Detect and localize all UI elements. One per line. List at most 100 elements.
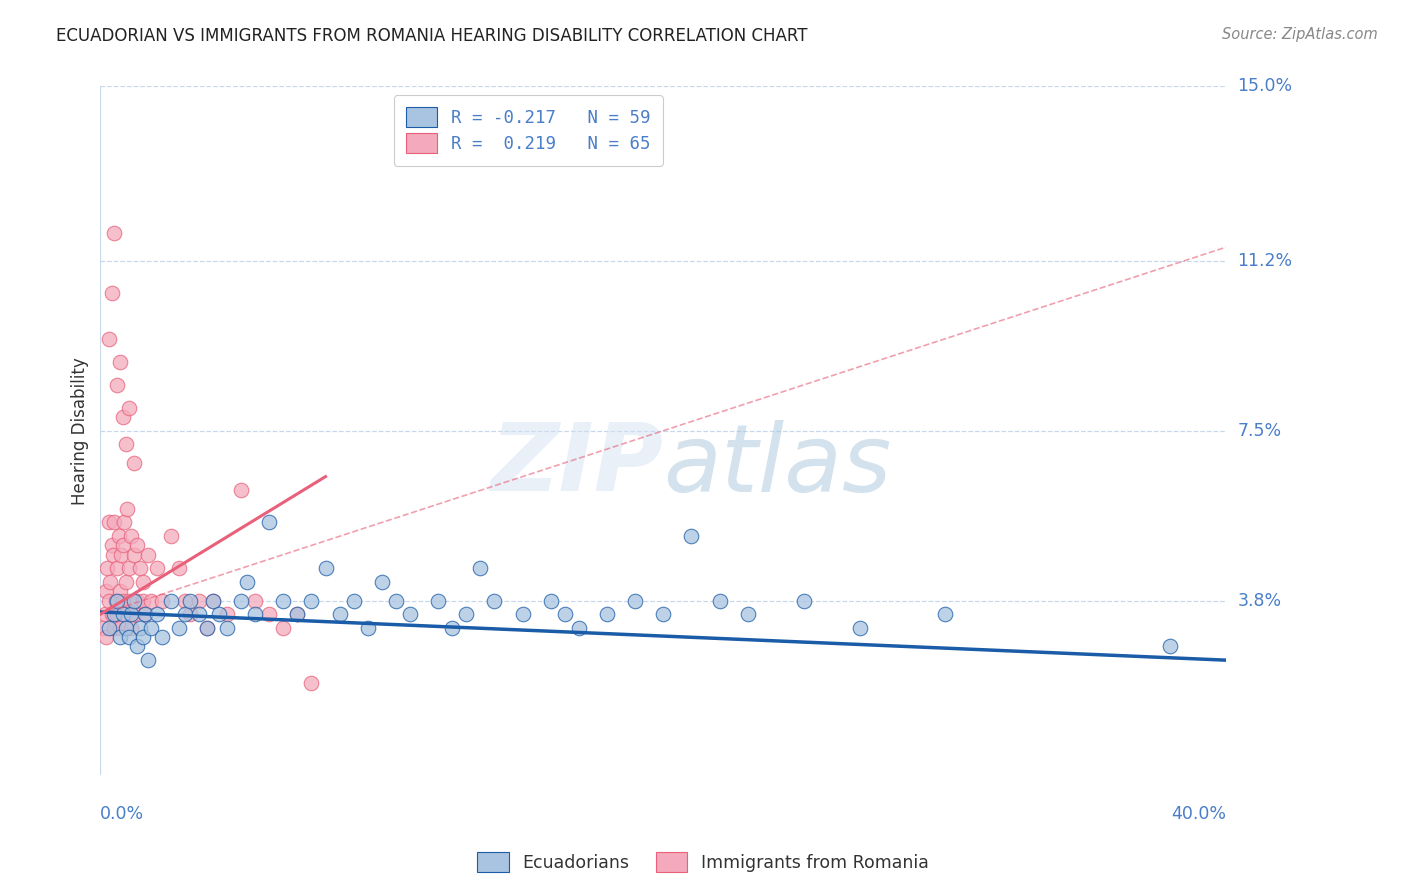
- Point: [128, 561, 150, 575]
- Point: [427, 593, 450, 607]
- Point: [94, 584, 117, 599]
- Point: [179, 607, 201, 622]
- Point: [120, 529, 142, 543]
- Point: [159, 593, 181, 607]
- Point: [195, 621, 218, 635]
- Point: [103, 227, 125, 241]
- Point: [315, 561, 337, 575]
- Point: [470, 561, 492, 575]
- Point: [849, 621, 872, 635]
- Text: ECUADORIAN VS IMMIGRANTS FROM ROMANIA HEARING DISABILITY CORRELATION CHART: ECUADORIAN VS IMMIGRANTS FROM ROMANIA HE…: [56, 27, 807, 45]
- Point: [195, 621, 218, 635]
- Point: [103, 621, 125, 635]
- Point: [114, 607, 136, 622]
- Point: [287, 607, 309, 622]
- Point: [131, 593, 153, 607]
- Point: [371, 575, 394, 590]
- Point: [201, 593, 224, 607]
- Point: [167, 621, 190, 635]
- Point: [120, 607, 142, 622]
- Point: [114, 621, 136, 635]
- Point: [136, 548, 159, 562]
- Point: [110, 548, 132, 562]
- Point: [98, 575, 121, 590]
- Point: [207, 607, 229, 622]
- Point: [122, 607, 145, 622]
- Text: 0.0%: 0.0%: [100, 805, 145, 823]
- Point: [111, 607, 134, 622]
- Y-axis label: Hearing Disability: Hearing Disability: [72, 357, 89, 505]
- Point: [329, 607, 352, 622]
- Point: [114, 437, 136, 451]
- Point: [105, 607, 128, 622]
- Point: [235, 575, 257, 590]
- Point: [287, 607, 309, 622]
- Point: [139, 621, 162, 635]
- Point: [173, 607, 195, 622]
- Point: [125, 538, 148, 552]
- Point: [120, 621, 142, 635]
- Point: [150, 630, 173, 644]
- Point: [111, 593, 134, 607]
- Point: [100, 607, 122, 622]
- Point: [103, 516, 125, 530]
- Point: [624, 593, 647, 607]
- Point: [122, 456, 145, 470]
- Point: [117, 561, 139, 575]
- Point: [737, 607, 759, 622]
- Point: [100, 538, 122, 552]
- Point: [934, 607, 956, 622]
- Point: [273, 621, 295, 635]
- Point: [385, 593, 408, 607]
- Point: [484, 593, 506, 607]
- Point: [512, 607, 534, 622]
- Point: [134, 607, 156, 622]
- Point: [131, 575, 153, 590]
- Point: [399, 607, 422, 622]
- Point: [117, 593, 139, 607]
- Point: [301, 593, 323, 607]
- Point: [97, 593, 120, 607]
- Text: 40.0%: 40.0%: [1171, 805, 1226, 823]
- Point: [93, 607, 115, 622]
- Text: 11.2%: 11.2%: [1237, 252, 1292, 270]
- Point: [201, 593, 224, 607]
- Point: [540, 593, 562, 607]
- Point: [97, 332, 120, 346]
- Point: [301, 676, 323, 690]
- Point: [94, 630, 117, 644]
- Point: [114, 575, 136, 590]
- Point: [357, 621, 380, 635]
- Text: atlas: atlas: [664, 419, 891, 510]
- Point: [117, 401, 139, 415]
- Point: [112, 516, 135, 530]
- Point: [111, 538, 134, 552]
- Point: [793, 593, 815, 607]
- Point: [134, 607, 156, 622]
- Point: [456, 607, 478, 622]
- Point: [215, 607, 238, 622]
- Point: [554, 607, 576, 622]
- Point: [103, 607, 125, 622]
- Point: [145, 561, 167, 575]
- Point: [91, 621, 114, 635]
- Point: [243, 607, 266, 622]
- Point: [105, 561, 128, 575]
- Legend: Ecuadorians, Immigrants from Romania: Ecuadorians, Immigrants from Romania: [471, 845, 935, 879]
- Point: [97, 621, 120, 635]
- Point: [145, 607, 167, 622]
- Point: [596, 607, 619, 622]
- Point: [709, 593, 731, 607]
- Point: [107, 529, 129, 543]
- Point: [125, 640, 148, 654]
- Point: [681, 529, 703, 543]
- Point: [187, 607, 209, 622]
- Point: [115, 501, 138, 516]
- Point: [100, 285, 122, 300]
- Point: [179, 593, 201, 607]
- Point: [97, 516, 120, 530]
- Text: 7.5%: 7.5%: [1237, 422, 1282, 440]
- Point: [96, 561, 118, 575]
- Point: [229, 483, 252, 498]
- Legend: R = -0.217   N = 59, R =  0.219   N = 65: R = -0.217 N = 59, R = 0.219 N = 65: [394, 95, 662, 166]
